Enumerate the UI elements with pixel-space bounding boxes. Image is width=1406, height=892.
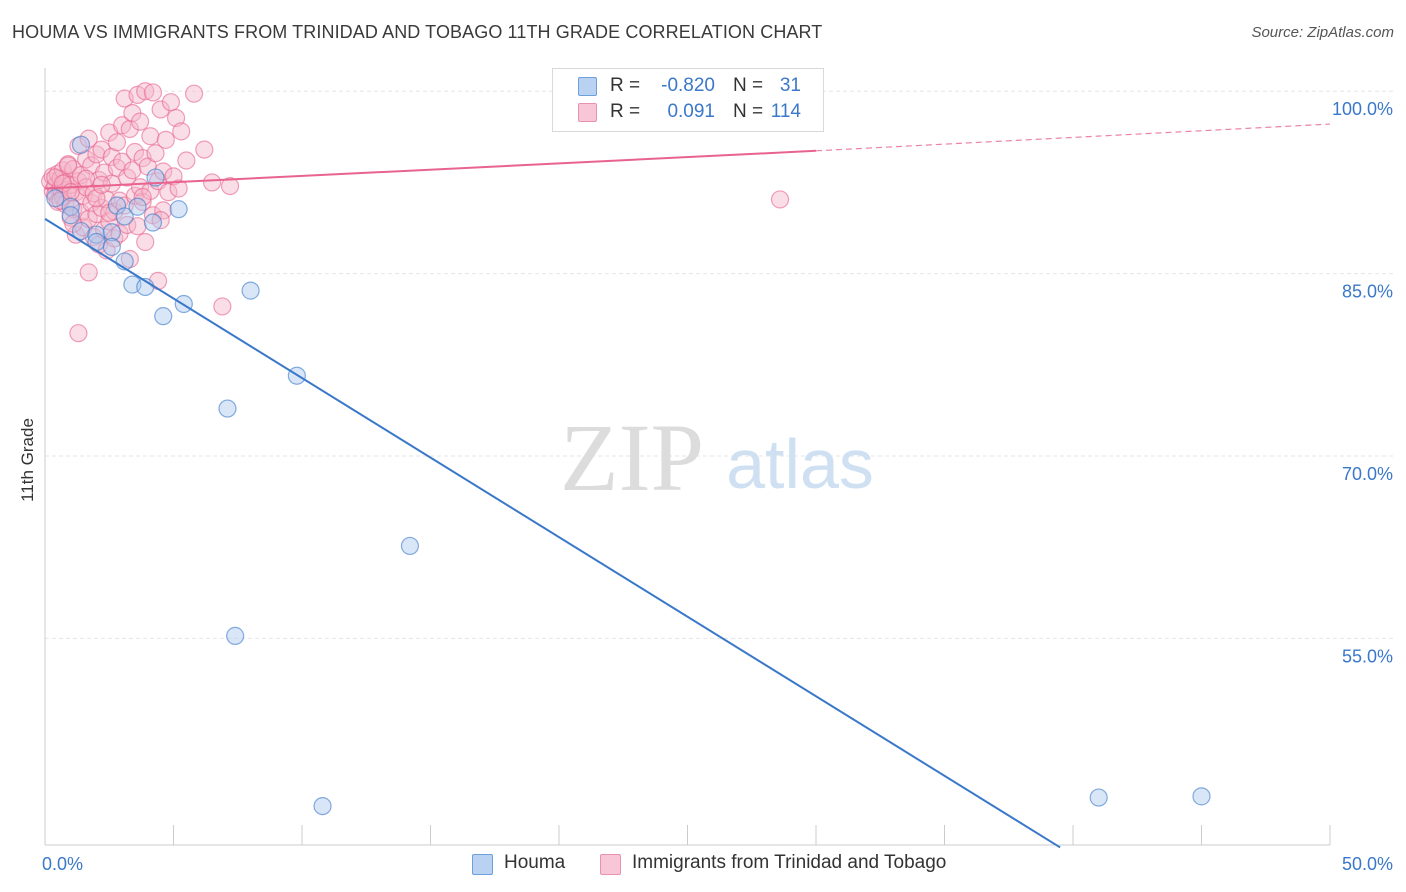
trinidad-point xyxy=(151,100,170,119)
trinidad-point xyxy=(146,144,165,163)
houma-point xyxy=(226,626,245,645)
stats-legend: R = -0.820 N = 31 R = 0.091 N = 114 xyxy=(552,68,824,132)
r-value: -0.820 xyxy=(661,75,715,96)
houma-point xyxy=(71,221,91,241)
trinidad-point xyxy=(100,203,119,222)
stats-row-houma: R = -0.820 N = 31 xyxy=(553,75,823,101)
trinidad-point xyxy=(169,179,188,198)
trinidad-point xyxy=(172,122,191,141)
y-tick-label: 100.0% xyxy=(1332,99,1393,119)
houma-trend-line xyxy=(44,218,1061,849)
trinidad-swatch xyxy=(578,103,597,122)
trinidad-point xyxy=(184,84,204,103)
trinidad-point xyxy=(69,324,88,343)
houma-point xyxy=(71,135,91,154)
trinidad-point xyxy=(177,151,196,170)
trinidad-point xyxy=(128,217,147,236)
houma-point xyxy=(61,206,80,225)
trinidad-point xyxy=(136,232,155,252)
trinidad-point xyxy=(107,133,127,152)
houma-point xyxy=(169,200,188,219)
trinidad-point xyxy=(166,108,186,128)
watermark-atlas: atlas xyxy=(726,425,874,503)
trinidad-point xyxy=(195,140,214,159)
houma-legend-swatch xyxy=(472,854,493,875)
trinidad-point xyxy=(79,263,98,282)
tick-labels: 100.0% 85.0% 70.0% 55.0% 0.0% 50.0% xyxy=(42,99,1393,874)
y-tick-label: 85.0% xyxy=(1342,282,1393,302)
x-tick-label: 50.0% xyxy=(1342,854,1393,874)
chart-title: HOUMA VS IMMIGRANTS FROM TRINIDAD AND TO… xyxy=(12,22,823,42)
trinidad-point xyxy=(220,176,240,196)
houma-point xyxy=(313,796,332,816)
trinidad-point xyxy=(136,82,155,101)
r-label: R = xyxy=(610,75,641,96)
trinidad-point xyxy=(120,119,139,139)
trinidad-point xyxy=(59,156,78,175)
trinidad-point xyxy=(77,169,96,188)
houma-swatch xyxy=(578,77,597,96)
trinidad-point xyxy=(202,173,222,192)
trinidad-point xyxy=(92,140,111,159)
houma-point xyxy=(400,536,420,556)
trinidad-point xyxy=(123,161,142,180)
trinidad-point xyxy=(161,93,181,112)
trinidad-point xyxy=(87,189,106,208)
trinidad-trend-extension xyxy=(815,123,1331,152)
legend-label-trinidad: Immigrants from Trinidad and Tobago xyxy=(632,852,947,873)
trinidad-point xyxy=(141,127,160,146)
series-trinidad-points xyxy=(41,82,790,343)
x-tick-label: 0.0% xyxy=(42,854,83,874)
houma-point xyxy=(102,223,121,242)
trinidad-point xyxy=(143,83,163,102)
houma-point xyxy=(1192,787,1211,806)
trinidad-point xyxy=(770,190,790,209)
y-tick-label: 55.0% xyxy=(1342,646,1393,666)
houma-point xyxy=(1089,788,1108,807)
n-label: N = xyxy=(733,101,764,122)
y-tick-label: 70.0% xyxy=(1342,464,1393,484)
series-legend: Houma Immigrants from Trinidad and Tobag… xyxy=(0,851,1406,879)
axes xyxy=(44,68,1331,846)
stats-row-trinidad: R = 0.091 N = 114 xyxy=(553,101,823,127)
houma-point xyxy=(241,281,260,300)
trend-lines xyxy=(44,123,1331,849)
houma-point xyxy=(115,207,134,226)
watermark-zip: ZIP xyxy=(560,404,704,511)
trinidad-point xyxy=(133,187,152,207)
houma-point xyxy=(143,213,163,232)
trinidad-point xyxy=(87,145,106,164)
n-value: 31 xyxy=(779,75,801,96)
r-value: 0.091 xyxy=(667,101,715,122)
houma-point xyxy=(102,237,121,256)
houma-point xyxy=(128,197,147,216)
houma-point xyxy=(87,225,106,244)
trinidad-point xyxy=(156,130,175,149)
source-label: Source: ZipAtlas.com xyxy=(1251,24,1394,41)
houma-point xyxy=(146,168,165,187)
legend-label-houma: Houma xyxy=(504,852,566,873)
trinidad-point xyxy=(213,297,232,316)
trinidad-legend-swatch xyxy=(600,854,621,875)
houma-point xyxy=(154,307,173,326)
houma-point xyxy=(218,399,237,418)
n-label: N = xyxy=(733,75,764,96)
n-value: 114 xyxy=(770,101,801,122)
trinidad-trend-line xyxy=(44,149,817,190)
trinidad-point xyxy=(130,112,150,131)
grid-lines xyxy=(45,90,1395,639)
houma-point xyxy=(46,189,65,208)
r-label: R = xyxy=(610,101,641,122)
